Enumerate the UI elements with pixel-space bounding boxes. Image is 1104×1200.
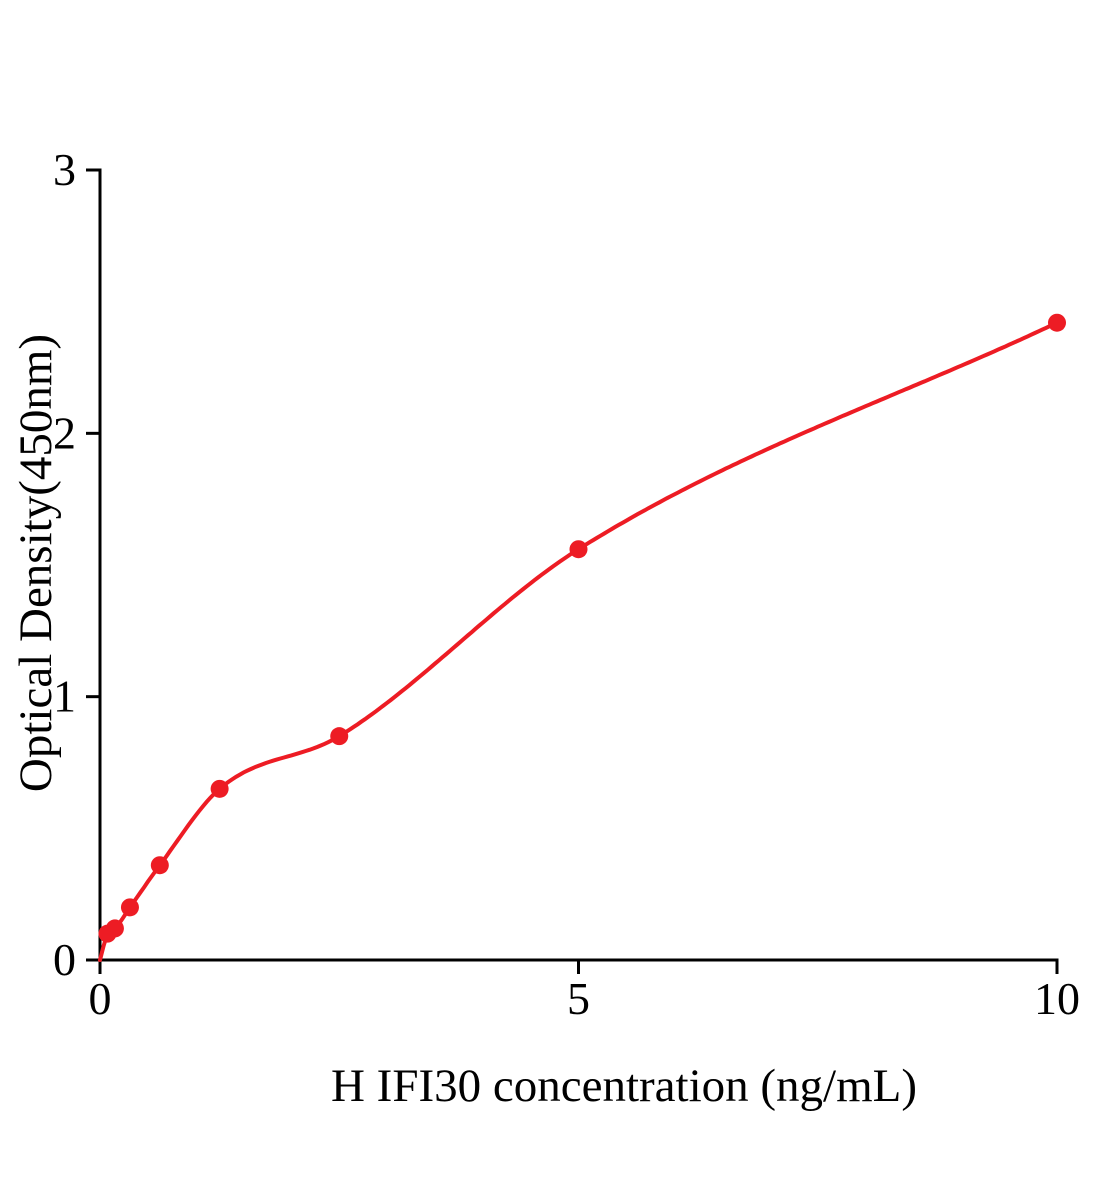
data-point — [569, 540, 588, 559]
data-point — [120, 898, 139, 917]
standard-curve-line — [98, 320, 1059, 962]
y-tick-label: 0 — [53, 934, 76, 985]
data-point — [150, 856, 169, 875]
y-tick-label: 2 — [53, 407, 76, 458]
y-tick-label: 3 — [53, 144, 76, 195]
x-tick-label: 5 — [567, 973, 590, 1024]
y-axis-title: Optical Density(450nm) — [10, 333, 62, 793]
data-point — [105, 919, 124, 938]
y-tick-label: 1 — [53, 671, 76, 722]
data-point — [210, 779, 229, 798]
x-axis-title: H IFI30 concentration (ng/mL) — [330, 1060, 918, 1112]
data-point — [330, 727, 349, 746]
x-tick-label: 10 — [1034, 973, 1080, 1024]
x-tick-label: 0 — [89, 973, 112, 1024]
data-point — [1048, 313, 1066, 332]
